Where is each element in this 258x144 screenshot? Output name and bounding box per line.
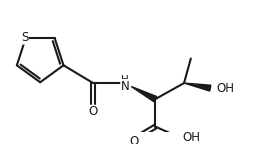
Text: S: S xyxy=(21,31,28,44)
Text: O: O xyxy=(129,134,138,144)
Text: N: N xyxy=(121,79,130,93)
Text: OH: OH xyxy=(182,131,200,144)
Polygon shape xyxy=(184,83,211,91)
Text: O: O xyxy=(88,105,98,118)
Polygon shape xyxy=(131,86,157,102)
Text: OH: OH xyxy=(216,82,234,95)
Text: H: H xyxy=(121,75,129,85)
